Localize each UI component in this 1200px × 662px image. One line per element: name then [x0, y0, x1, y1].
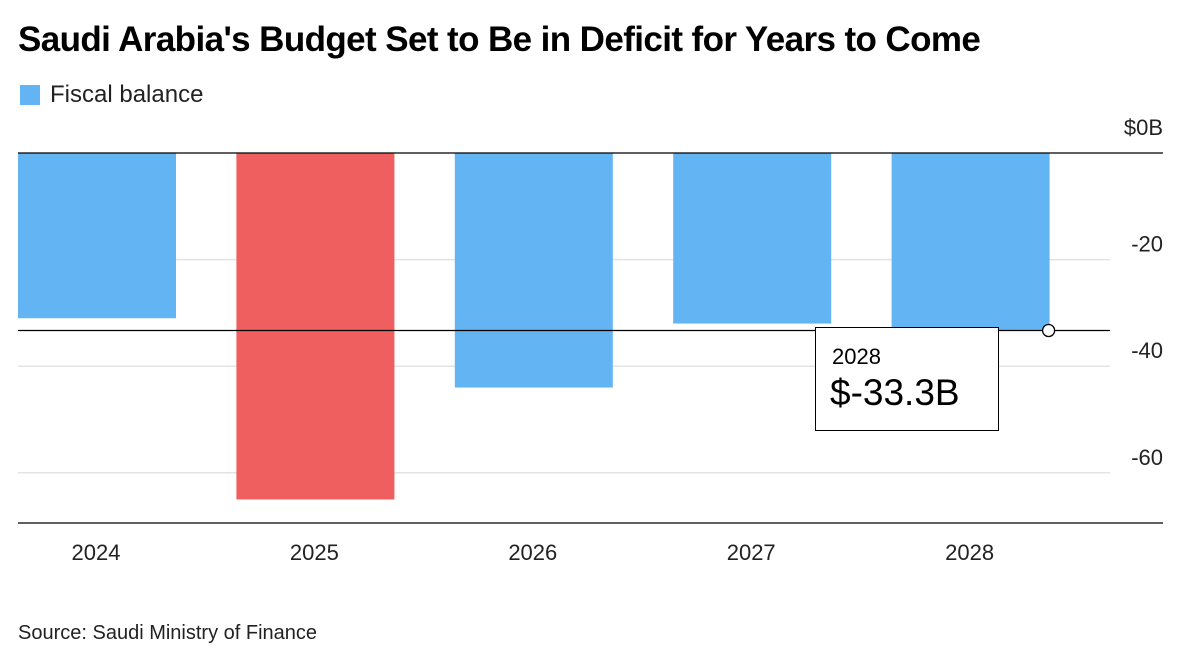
x-tick-label: 2025 [290, 540, 339, 565]
bar-2025 [236, 153, 395, 500]
x-tick-label: 2024 [72, 540, 121, 565]
tooltip: 2028 $-33.3B [815, 327, 999, 431]
annotation-marker [1041, 323, 1056, 338]
chart-title: Saudi Arabia's Budget Set to Be in Defic… [18, 20, 981, 59]
bar-2028 [891, 153, 1050, 331]
x-tick-label: 2026 [508, 540, 557, 565]
legend: Fiscal balance [20, 81, 203, 109]
y-tick-label: $0B [1124, 115, 1163, 140]
source-note: Source: Saudi Ministry of Finance [18, 622, 318, 644]
legend-swatch [20, 85, 40, 105]
y-tick-label: -20 [1131, 232, 1163, 257]
y-tick-label: -60 [1131, 445, 1163, 470]
x-tick-label: 2028 [945, 540, 994, 565]
tooltip-category: 2028 [832, 344, 881, 369]
bar-2027 [673, 153, 832, 324]
bar-2024 [18, 153, 176, 319]
tooltip-value: $-33.3B [830, 372, 960, 413]
legend-label: Fiscal balance [50, 81, 204, 108]
bar-2026 [454, 153, 613, 388]
x-tick-label: 2027 [727, 540, 776, 565]
y-tick-label: -40 [1131, 338, 1163, 363]
